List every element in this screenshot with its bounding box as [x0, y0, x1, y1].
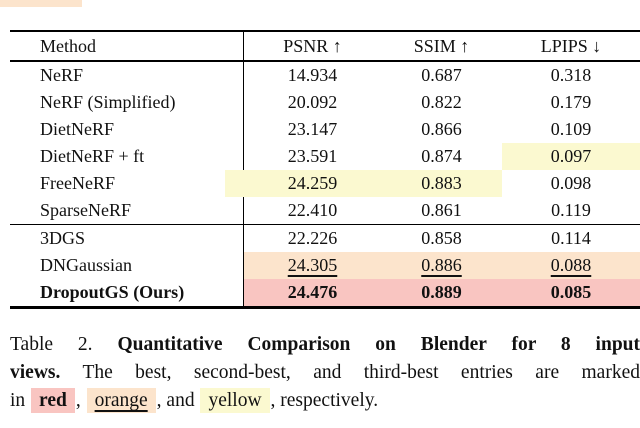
- method-cell: SparseNeRF: [40, 200, 131, 220]
- caption-line-3: in red, orange, and yellow, respectively…: [10, 387, 640, 415]
- legend-swatch-yellow: yellow: [200, 388, 270, 413]
- table-section-gaussian-methods: 3DGS 22.226 0.858 0.114 DNGaussian 24.30…: [10, 225, 640, 309]
- method-cell: FreeNeRF: [40, 173, 115, 193]
- method-cell: DietNeRF: [40, 119, 114, 139]
- ssim-cell: 0.866: [421, 119, 462, 139]
- lpips-cell: 0.114: [551, 228, 591, 248]
- psnr-cell: 23.591: [243, 143, 381, 170]
- lpips-cell: 0.109: [550, 119, 592, 139]
- legend-swatch-red: red: [31, 388, 75, 413]
- table-row: DietNeRF 23.147 0.866 0.109: [10, 116, 640, 143]
- table-row: NeRF (Simplified) 20.092 0.822 0.179: [10, 89, 640, 116]
- caption-body-text: The best, second-best, and third-best en…: [82, 362, 640, 383]
- psnr-cell: 20.092: [243, 89, 381, 116]
- caption-line-1: Table 2. Quantitative Comparison on Blen…: [10, 331, 640, 359]
- psnr-cell-second-best: 24.305: [243, 252, 381, 279]
- lpips-cell-best: 0.085: [502, 279, 640, 306]
- ssim-cell: 0.687: [421, 65, 462, 85]
- table-section-nerf-methods: NeRF 14.934 0.687 0.318 NeRF (Simplified…: [10, 62, 640, 225]
- ssim-cell-best: 0.889: [381, 279, 502, 306]
- ssim-cell-second-best: 0.886: [381, 252, 502, 279]
- psnr-cell-third-best: 24.259: [225, 170, 381, 197]
- column-header-method: Method: [40, 35, 96, 56]
- lpips-cell: 0.179: [550, 92, 592, 112]
- ssim-cell: 0.874: [421, 146, 462, 166]
- ssim-cell: 0.861: [421, 200, 462, 220]
- results-table: Method PSNR ↑ SSIM ↑ LPIPS ↓ NeRF 14.934…: [10, 30, 640, 309]
- table-row-ours: DropoutGS (Ours) 24.476 0.889 0.085: [10, 279, 640, 306]
- table-row: FreeNeRF 24.259 0.883 0.098: [10, 170, 640, 197]
- lpips-cell-third-best: 0.097: [502, 143, 640, 170]
- column-header-psnr: PSNR ↑: [243, 32, 381, 60]
- psnr-cell: 22.226: [243, 225, 381, 252]
- lpips-cell: 0.318: [550, 65, 592, 85]
- table-row: NeRF 14.934 0.687 0.318: [10, 62, 640, 89]
- lpips-cell-second-best: 0.088: [502, 252, 640, 279]
- method-cell: DNGaussian: [40, 255, 132, 275]
- caption-tail: , respectively.: [270, 390, 379, 411]
- table-row: 3DGS 22.226 0.858 0.114: [10, 225, 640, 252]
- lpips-cell: 0.119: [551, 200, 591, 220]
- caption-in-word: in: [10, 390, 26, 411]
- caption-line-2: views. The best, second-best, and third-…: [10, 359, 640, 387]
- method-cell: DietNeRF + ft: [40, 146, 145, 166]
- method-cell: NeRF: [40, 65, 84, 85]
- lpips-cell: 0.098: [550, 173, 592, 193]
- caption-comma-1: ,: [75, 390, 81, 411]
- method-cell: 3DGS: [40, 228, 86, 248]
- column-header-ssim: SSIM ↑: [413, 35, 470, 56]
- column-header-lpips: LPIPS ↓: [540, 35, 602, 56]
- ssim-cell-third-best: 0.883: [381, 170, 502, 197]
- table-row: SparseNeRF 22.410 0.861 0.119: [10, 197, 640, 224]
- method-cell: NeRF (Simplified): [40, 92, 176, 112]
- caption-label: Table 2.: [10, 334, 93, 355]
- cropped-highlight-remnant: [0, 0, 82, 7]
- table-caption: Table 2. Quantitative Comparison on Blen…: [10, 331, 640, 415]
- table-row: DietNeRF + ft 23.591 0.874 0.097: [10, 143, 640, 170]
- psnr-cell: 23.147: [243, 116, 381, 143]
- method-cell: DropoutGS (Ours): [40, 282, 185, 302]
- psnr-cell-best: 24.476: [243, 279, 381, 306]
- table-header-row: Method PSNR ↑ SSIM ↑ LPIPS ↓: [10, 32, 640, 62]
- legend-swatch-orange: orange: [86, 388, 156, 413]
- ssim-cell: 0.858: [421, 228, 462, 248]
- caption-title-part2: views.: [10, 362, 61, 383]
- caption-title-part1: Quantitative Comparison on Blender for 8…: [117, 334, 640, 355]
- table-row: DNGaussian 24.305 0.886 0.088: [10, 252, 640, 279]
- ssim-cell: 0.822: [421, 92, 462, 112]
- psnr-cell: 14.934: [243, 62, 381, 89]
- psnr-cell: 22.410: [243, 197, 381, 224]
- caption-comma-2: , and: [156, 390, 195, 411]
